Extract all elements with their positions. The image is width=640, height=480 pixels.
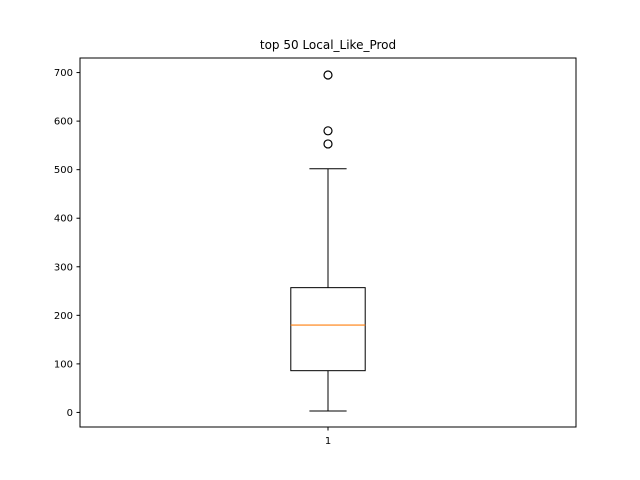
y-tick-label: 0 (67, 408, 73, 419)
y-tick-label: 500 (54, 165, 73, 176)
y-tick-label: 300 (54, 262, 73, 273)
outlier-point (323, 70, 333, 80)
y-tick-label: 200 (54, 311, 73, 322)
outlier-point (323, 126, 333, 136)
x-tick-label: 1 (325, 436, 331, 447)
outlier-point (323, 139, 333, 149)
y-tick-label: 100 (54, 359, 73, 370)
y-tick-label: 700 (54, 68, 73, 79)
box-plot-marks (290, 70, 366, 412)
interquartile-box (290, 287, 366, 372)
x-axis: 1 (325, 427, 331, 447)
y-tick-label: 400 (54, 214, 73, 225)
y-tick-label: 600 (54, 117, 73, 128)
y-axis: 0 100 200 300 400 500 600 700 (54, 68, 80, 419)
chart-title: top 50 Local_Like_Prod (260, 38, 396, 52)
